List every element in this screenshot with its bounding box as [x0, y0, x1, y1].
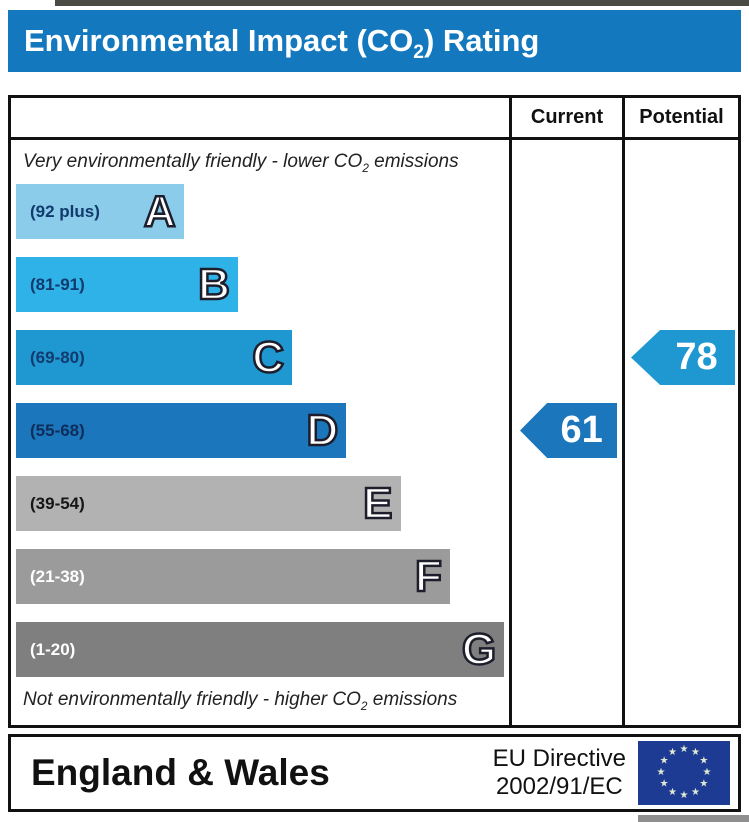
potential-rating-value: 78 [675, 336, 718, 378]
eu-star-icon: ★ [699, 755, 709, 767]
potential-column: 78 [622, 140, 738, 725]
eu-star-icon: ★ [691, 747, 700, 759]
band-letter: E [362, 478, 394, 528]
chart-title-text: Environmental Impact (CO2) Rating [24, 23, 540, 64]
table-body: Very environmentally friendly - lower CO… [11, 140, 738, 725]
band-row-E: (39-54) E [16, 476, 509, 531]
current-rating-value: 61 [560, 409, 603, 451]
band-bar-D: (55-68) D [16, 403, 347, 458]
band-bar-G: (1-20) G [16, 622, 505, 677]
eu-directive-label: EU Directive 2002/91/EC [492, 744, 626, 800]
eu-star-icon: ★ [656, 767, 666, 778]
bottom-note: Not environmentally friendly - higher CO… [23, 689, 458, 713]
potential-rating-arrow: 78 [631, 330, 735, 385]
potential-column-header: Potential [622, 98, 738, 137]
band-range-label: (92 plus) [30, 201, 100, 221]
band-row-A: (92 plus) A [16, 184, 509, 239]
eu-star-icon: ★ [679, 744, 689, 755]
photo-edge-artifact-top [55, 0, 749, 6]
band-letter: D [305, 405, 339, 455]
band-bar-C: (69-80) C [16, 330, 293, 385]
band-letter: A [143, 186, 177, 236]
eu-star-icon: ★ [702, 767, 712, 778]
band-bar-B: (81-91) B [16, 257, 238, 312]
band-row-G: (1-20) G [16, 622, 509, 677]
band-row-C: (69-80) C [16, 330, 509, 385]
band-letter: C [251, 332, 285, 382]
current-column: 61 [509, 140, 622, 725]
band-bar-F: (21-38) F [16, 549, 450, 604]
current-rating-arrow: 61 [520, 403, 617, 458]
band-range-label: (69-80) [30, 347, 85, 367]
band-bar-A: (92 plus) A [16, 184, 184, 239]
eu-flag-icon: ★ ★ ★ ★ ★ ★ ★ ★ ★ ★ ★ ★ [638, 741, 730, 805]
eu-star-icon: ★ [659, 778, 669, 790]
band-letter: G [461, 624, 498, 674]
eu-star-icon: ★ [679, 790, 689, 801]
band-range-label: (21-38) [30, 566, 85, 586]
header-spacer-cell [11, 98, 509, 137]
bands-column: Very environmentally friendly - lower CO… [11, 140, 509, 725]
top-note: Very environmentally friendly - lower CO… [23, 151, 459, 175]
band-bar-E: (39-54) E [16, 476, 401, 531]
eu-star-icon: ★ [668, 747, 677, 759]
band-range-label: (81-91) [30, 274, 85, 294]
band-row-F: (21-38) F [16, 549, 509, 604]
band-letter: F [414, 551, 443, 601]
photo-edge-artifact-bottom [638, 815, 749, 822]
band-range-label: (1-20) [30, 639, 76, 659]
band-range-label: (39-54) [30, 493, 85, 513]
band-row-D: (55-68) D [16, 403, 509, 458]
band-row-B: (81-91) B [16, 257, 509, 312]
footer: England & Wales EU Directive 2002/91/EC … [8, 734, 741, 812]
eu-star-icon: ★ [691, 786, 700, 798]
eu-star-icon: ★ [668, 786, 677, 798]
region-label: England & Wales [31, 752, 330, 793]
band-range-label: (55-68) [30, 420, 85, 440]
eu-star-icon: ★ [699, 778, 709, 790]
eu-star-icon: ★ [659, 755, 669, 767]
table-header-row: Current Potential [11, 98, 738, 140]
rating-table: Current Potential Very environmentally f… [8, 95, 741, 728]
rating-bands: (92 plus) A (81-91) B (69-80) C (55-68) D (39-54… [11, 184, 509, 677]
current-column-header: Current [509, 98, 622, 137]
band-letter: B [197, 259, 231, 309]
chart-title: Environmental Impact (CO2) Rating [8, 10, 741, 72]
